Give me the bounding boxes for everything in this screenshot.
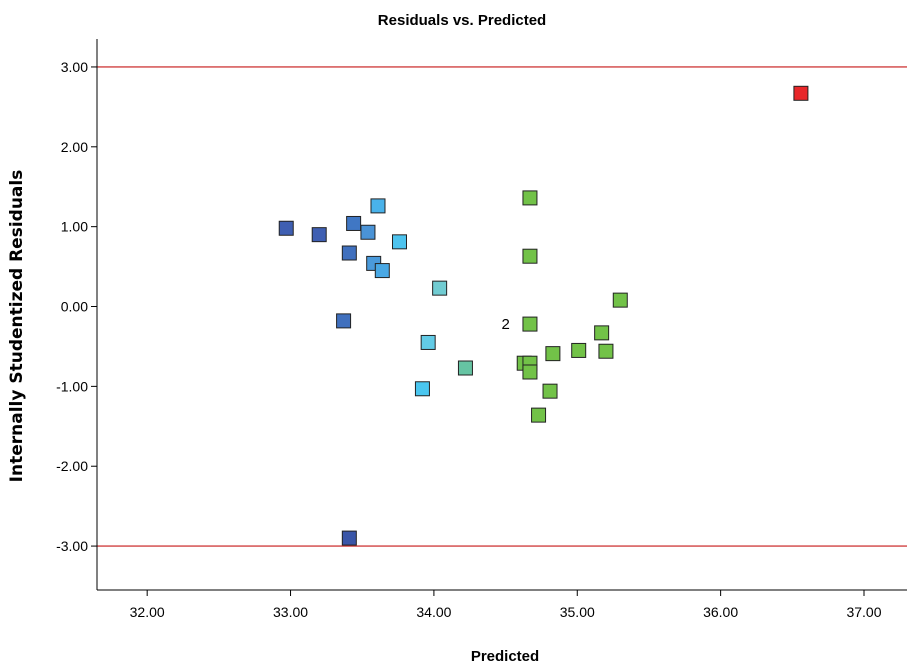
data-point: [531, 407, 547, 423]
data-point: [346, 215, 362, 231]
data-point: [278, 220, 294, 236]
y-axis-ticks: 3.00 2.00 1.00 0.00 -1.00 -2.00 -3.00: [56, 59, 97, 554]
data-point: [341, 530, 357, 546]
data-point: [522, 190, 538, 206]
y-tick-label: -3.00: [56, 538, 88, 554]
x-tick-label: 35.00: [560, 604, 595, 620]
y-tick-label: 3.00: [61, 59, 88, 75]
reference-lines: [97, 66, 907, 547]
chart-title: Residuals vs. Predicted: [378, 12, 546, 29]
data-point: [522, 248, 538, 264]
y-tick-label: -2.00: [56, 458, 88, 474]
data-point: [594, 325, 610, 341]
annotations: 2: [502, 316, 510, 333]
x-tick-label: 32.00: [130, 604, 165, 620]
data-point: [311, 227, 327, 243]
data-point: [612, 292, 628, 308]
data-point: [545, 346, 561, 362]
y-tick-label: 0.00: [61, 299, 88, 315]
data-point: [522, 316, 538, 332]
x-tick-label: 36.00: [703, 604, 738, 620]
x-tick-label: 33.00: [273, 604, 308, 620]
axes: [96, 39, 907, 591]
point-count-label: 2: [502, 316, 510, 333]
data-point: [336, 313, 352, 329]
x-axis-label: Predicted: [471, 648, 539, 664]
data-point: [542, 383, 558, 399]
data-point: [522, 364, 538, 380]
data-point: [360, 224, 376, 240]
data-points: [278, 85, 809, 546]
data-point: [391, 234, 407, 250]
x-axis-ticks: 32.00 33.00 34.00 35.00 36.00 37.00: [130, 590, 882, 620]
y-tick-label: 2.00: [61, 139, 88, 155]
data-point: [341, 245, 357, 261]
data-point: [420, 334, 436, 350]
data-point: [457, 360, 473, 376]
data-point: [374, 263, 390, 279]
data-point: [432, 280, 448, 296]
data-point: [598, 343, 614, 359]
y-tick-label: -1.00: [56, 378, 88, 394]
y-tick-label: 1.00: [61, 219, 88, 235]
data-point: [370, 198, 386, 214]
x-tick-label: 34.00: [416, 604, 451, 620]
y-axis-label: Internally Studentized Residuals: [7, 170, 27, 483]
data-point: [414, 381, 430, 397]
x-tick-label: 37.00: [846, 604, 881, 620]
data-point: [571, 342, 587, 358]
data-point: [793, 85, 809, 101]
